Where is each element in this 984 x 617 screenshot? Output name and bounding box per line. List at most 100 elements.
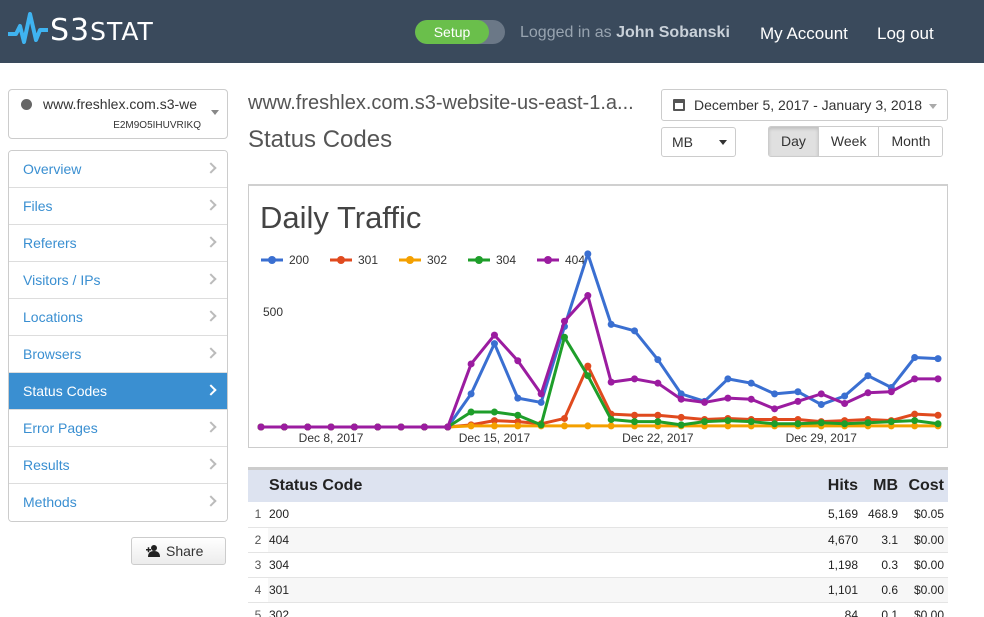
data-point[interactable] <box>420 423 428 431</box>
data-point[interactable] <box>560 333 568 341</box>
data-point[interactable] <box>701 398 709 406</box>
data-point[interactable] <box>467 360 475 368</box>
data-point[interactable] <box>747 379 755 387</box>
header-mb[interactable]: MB <box>862 470 902 502</box>
data-point[interactable] <box>631 418 639 426</box>
data-point[interactable] <box>864 372 872 380</box>
header-status-code[interactable]: Status Code <box>268 470 816 502</box>
data-point[interactable] <box>537 398 545 406</box>
date-range-picker[interactable]: December 5, 2017 - January 3, 2018 <box>661 89 948 121</box>
sidebar-item-overview[interactable]: Overview <box>9 151 227 188</box>
data-point[interactable] <box>934 411 942 419</box>
data-point[interactable] <box>794 420 802 428</box>
data-point[interactable] <box>490 340 498 348</box>
data-point[interactable] <box>864 389 872 397</box>
table-row[interactable]: 2 404 4,670 3.1 $0.00 <box>248 527 948 553</box>
data-point[interactable] <box>584 362 592 370</box>
data-point[interactable] <box>747 395 755 403</box>
data-point[interactable] <box>841 399 849 407</box>
data-point[interactable] <box>911 375 919 383</box>
legend-item-301[interactable]: 301 <box>330 253 378 267</box>
data-point[interactable] <box>490 408 498 416</box>
data-point[interactable] <box>560 422 568 430</box>
data-point[interactable] <box>280 423 288 431</box>
data-point[interactable] <box>677 413 685 421</box>
sidebar-item-methods[interactable]: Methods <box>9 484 227 521</box>
data-point[interactable] <box>584 250 592 258</box>
data-point[interactable] <box>631 327 639 335</box>
data-point[interactable] <box>911 354 919 362</box>
data-point[interactable] <box>911 417 919 425</box>
data-point[interactable] <box>817 390 825 398</box>
table-row[interactable]: 5 302 84 0.1 $0.00 <box>248 602 948 617</box>
data-point[interactable] <box>911 410 919 418</box>
data-point[interactable] <box>677 395 685 403</box>
data-point[interactable] <box>934 355 942 363</box>
data-point[interactable] <box>887 418 895 426</box>
data-point[interactable] <box>771 420 779 428</box>
data-point[interactable] <box>631 411 639 419</box>
data-point[interactable] <box>584 292 592 300</box>
data-point[interactable] <box>677 421 685 429</box>
data-point[interactable] <box>911 422 919 430</box>
data-point[interactable] <box>654 356 662 364</box>
sidebar-item-status-codes[interactable]: Status Codes <box>9 373 227 410</box>
data-point[interactable] <box>607 378 615 386</box>
data-point[interactable] <box>794 397 802 405</box>
data-point[interactable] <box>841 392 849 400</box>
log-out-link[interactable]: Log out <box>877 24 934 43</box>
sidebar-item-locations[interactable]: Locations <box>9 299 227 336</box>
data-point[interactable] <box>514 394 522 402</box>
data-point[interactable] <box>560 317 568 325</box>
data-point[interactable] <box>631 375 639 383</box>
month-button[interactable]: Month <box>879 127 943 156</box>
data-point[interactable] <box>724 422 732 430</box>
data-point[interactable] <box>584 372 592 380</box>
legend-item-302[interactable]: 302 <box>399 253 447 267</box>
sidebar-item-error-pages[interactable]: Error Pages <box>9 410 227 447</box>
data-point[interactable] <box>584 422 592 430</box>
setup-toggle[interactable]: Setup <box>415 20 505 44</box>
data-point[interactable] <box>467 422 475 430</box>
day-button[interactable]: Day <box>769 127 819 156</box>
data-point[interactable] <box>887 388 895 396</box>
data-point[interactable] <box>934 420 942 428</box>
sidebar-item-browsers[interactable]: Browsers <box>9 336 227 373</box>
share-button[interactable]: Share <box>131 537 226 565</box>
data-point[interactable] <box>771 405 779 413</box>
data-point[interactable] <box>514 411 522 419</box>
data-point[interactable] <box>747 418 755 426</box>
legend-item-304[interactable]: 304 <box>468 253 516 267</box>
table-row[interactable]: 3 304 1,198 0.3 $0.00 <box>248 552 948 578</box>
data-point[interactable] <box>654 418 662 426</box>
data-point[interactable] <box>444 423 452 431</box>
data-point[interactable] <box>514 357 522 365</box>
data-point[interactable] <box>537 421 545 429</box>
data-point[interactable] <box>304 423 312 431</box>
s3stat-logo[interactable]: S3STAT <box>8 12 154 48</box>
data-point[interactable] <box>490 417 498 425</box>
data-point[interactable] <box>934 375 942 383</box>
my-account-link[interactable]: My Account <box>760 24 848 43</box>
sidebar-item-referers[interactable]: Referers <box>9 225 227 262</box>
data-point[interactable] <box>864 419 872 427</box>
site-selector[interactable]: www.freshlex.com.s3-we E2M9O5IHUVRIKQ <box>8 89 228 139</box>
header-hits[interactable]: Hits <box>816 470 862 502</box>
data-point[interactable] <box>397 423 405 431</box>
data-point[interactable] <box>724 394 732 402</box>
legend-item-404[interactable]: 404 <box>537 253 585 267</box>
data-point[interactable] <box>560 414 568 422</box>
data-point[interactable] <box>724 375 732 383</box>
header-cost[interactable]: Cost <box>902 470 948 502</box>
data-point[interactable] <box>514 422 522 430</box>
data-point[interactable] <box>841 420 849 428</box>
data-point[interactable] <box>490 422 498 430</box>
data-point[interactable] <box>794 388 802 396</box>
data-point[interactable] <box>350 423 358 431</box>
table-row[interactable]: 1 200 5,169 468.9 $0.05 <box>248 502 948 528</box>
week-button[interactable]: Week <box>818 127 880 156</box>
unit-select[interactable]: MB <box>661 127 736 157</box>
sidebar-item-visitors[interactable]: Visitors / IPs <box>9 262 227 299</box>
table-row[interactable]: 4 301 1,101 0.6 $0.00 <box>248 577 948 603</box>
legend-item-200[interactable]: 200 <box>261 253 309 267</box>
